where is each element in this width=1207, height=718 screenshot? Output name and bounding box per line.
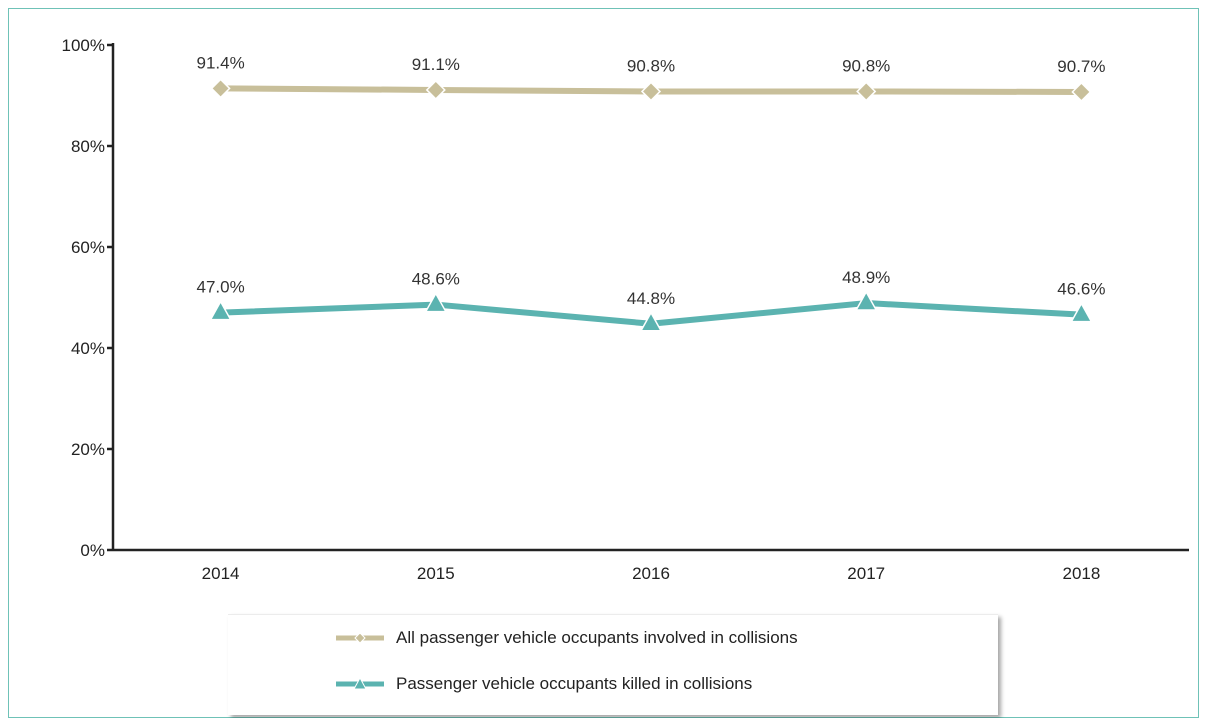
legend-item-killed-occupants: Passenger vehicle occupants killed in co… [336,673,752,695]
data-label: 46.6% [1057,280,1105,299]
y-tick-label: 80% [71,137,105,156]
data-label: 48.6% [412,270,460,289]
data-point-triangle [1070,302,1093,323]
x-tick-label: 2015 [417,564,455,583]
x-tick-label: 2014 [202,564,240,583]
y-tick-label: 100% [62,36,105,55]
y-tick-label: 0% [80,541,105,560]
data-label: 90.7% [1057,57,1105,76]
data-label: 47.0% [196,278,244,297]
data-point-triangle [854,290,878,311]
y-tick-label: 20% [71,440,105,459]
legend: All passenger vehicle occupants involved… [228,614,998,715]
data-point-triangle [424,292,448,313]
y-tick-label: 60% [71,238,105,257]
series-layer: 91.4% 91.1% 90.8% 90.8% 90.7% 47.0% 48.6% 44.8%… [196,53,1106,332]
data-point-diamond [425,79,446,101]
legend-diamond-line-icon [336,632,384,644]
data-point-diamond [640,81,662,102]
legend-triangle-line-icon [336,678,384,690]
data-point-diamond [210,78,231,99]
x-tick-label: 2016 [632,564,670,583]
data-label: 90.8% [842,56,890,75]
axes: 0% 20% 40% 60% 80% 100% 2014 2015 2016 2017 2018 [62,36,1189,583]
data-label: 48.9% [842,268,890,287]
x-tick-label: 2017 [847,564,885,583]
data-point-diamond [1071,81,1092,103]
data-label: 44.8% [627,289,675,308]
data-point-diamond [856,81,877,102]
legend-label-all-occupants: All passenger vehicle occupants involved… [396,628,798,647]
legend-item-all-occupants: All passenger vehicle occupants involved… [336,627,798,649]
legend-label-killed-occupants: Passenger vehicle occupants killed in co… [396,674,753,693]
y-tick-label: 40% [71,339,105,358]
data-label: 91.4% [196,53,244,72]
data-point-triangle [639,311,663,332]
data-label: 90.8% [627,56,675,75]
data-label: 91.1% [412,55,460,74]
x-tick-label: 2018 [1062,564,1100,583]
data-point-triangle [209,300,232,321]
